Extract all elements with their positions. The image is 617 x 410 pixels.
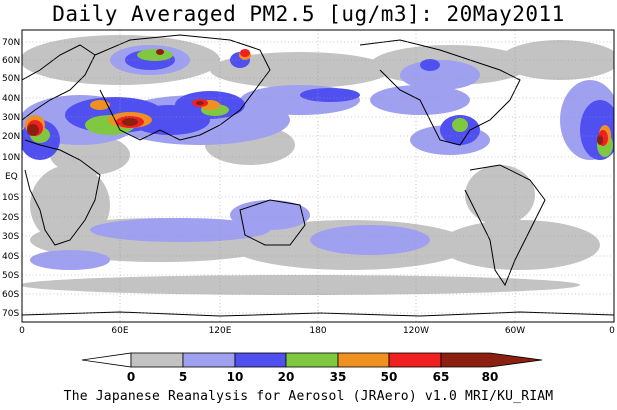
lat-label-40s: 40S	[2, 252, 19, 262]
lon-label-180: 180	[309, 326, 326, 336]
coastline-australia	[239, 199, 306, 246]
lat-label-50s: 50S	[2, 271, 19, 281]
coastline-south-america	[464, 164, 546, 287]
colorbar-segment-5	[337, 352, 390, 368]
lat-label-20s: 20S	[2, 213, 19, 223]
coastline-africa	[24, 139, 101, 246]
coastline-europe	[22, 44, 96, 121]
lat-label-50n: 50N	[2, 74, 20, 84]
lat-label-70n: 70N	[2, 38, 20, 48]
colorbar-label-20: 20	[278, 370, 295, 384]
lat-label-30n: 30N	[2, 113, 20, 123]
lat-label-10s: 10S	[2, 193, 19, 203]
colorbar-segment-2	[182, 352, 236, 368]
lat-label-20n: 20N	[2, 132, 20, 142]
colorbar-label-10: 10	[227, 370, 244, 384]
colorbar-segment-3	[234, 352, 287, 368]
lon-label-120e: 120E	[209, 326, 232, 336]
colorbar-segment-6	[388, 352, 442, 368]
lat-label-30s: 30S	[2, 232, 19, 242]
colorbar-label-65: 65	[433, 370, 450, 384]
coastline-north-america	[359, 39, 521, 146]
lat-label-10n: 10N	[2, 153, 20, 163]
lon-label-60e: 60E	[111, 326, 128, 336]
colorbar-label-50: 50	[381, 370, 398, 384]
lon-label-120w: 120W	[403, 326, 429, 336]
lon-label-0-left: 0	[19, 326, 25, 336]
footer-credit: The Japanese Reanalysis for Aerosol (JRA…	[63, 389, 554, 404]
map-frame	[21, 29, 615, 323]
lat-label-70s: 70S	[2, 309, 19, 319]
colorbar-label-80: 80	[482, 370, 499, 384]
colorbar-segment-7	[440, 352, 543, 368]
pm25-field	[22, 30, 614, 322]
colorbar-label-0: 0	[127, 370, 135, 384]
colorbar-segment-0	[81, 352, 132, 368]
lat-label-40n: 40N	[2, 94, 20, 104]
lat-labels: 70N 60N 50N 40N 30N 20N 10N EQ 10S 20S 3…	[2, 38, 20, 319]
coastline-asia	[94, 34, 271, 141]
lon-labels: 0 60E 120E 180 120W 60W 0	[19, 326, 615, 336]
colorbar-label-35: 35	[330, 370, 347, 384]
lon-label-60w: 60W	[505, 326, 525, 336]
colorbar-segment-4	[285, 352, 339, 368]
colorbar: 0 5 10 20 35 50 65 80	[81, 352, 543, 384]
pm25-field-brown	[27, 49, 603, 145]
lat-label-eq: EQ	[5, 172, 18, 182]
lat-label-60n: 60N	[2, 56, 20, 66]
colorbar-label-5: 5	[179, 370, 187, 384]
colorbar-segment-1	[130, 352, 184, 368]
map-title: Daily Averaged PM2.5 [ug/m3]: 20May2011	[52, 2, 565, 26]
graticule	[22, 30, 614, 322]
lon-label-0-right: 0	[609, 326, 615, 336]
lat-label-60s: 60S	[2, 290, 19, 300]
